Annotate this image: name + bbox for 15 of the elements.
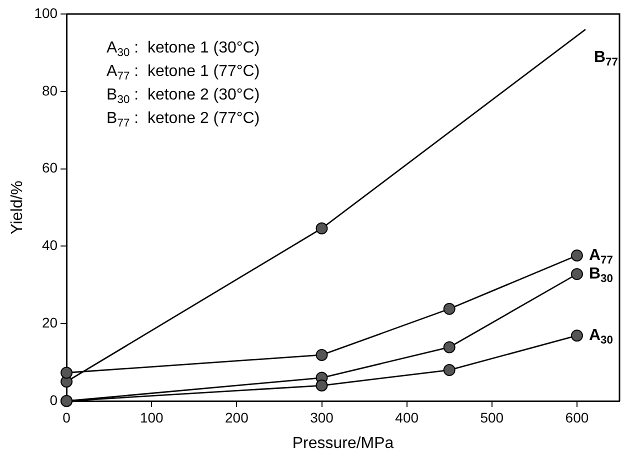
x-tick-label: 0 (62, 409, 71, 426)
x-tick-label: 600 (565, 409, 589, 426)
y-tick-label: 100 (34, 4, 58, 21)
y-tick-label: 0 (50, 392, 58, 408)
y-axis-title: Yield/% (9, 180, 26, 234)
y-tick-label: 60 (42, 160, 58, 176)
x-axis-title: Pressure/MPa (292, 434, 394, 452)
x-tick-label: 400 (395, 409, 419, 426)
x-tick-label: 500 (480, 409, 504, 426)
y-tick-label: 40 (42, 237, 58, 254)
x-tick-label: 100 (140, 409, 164, 426)
y-tick-label: 20 (42, 314, 58, 330)
x-tick-label: 200 (225, 409, 249, 426)
y-tick-label: 80 (42, 82, 58, 98)
x-tick-label: 300 (310, 409, 334, 426)
